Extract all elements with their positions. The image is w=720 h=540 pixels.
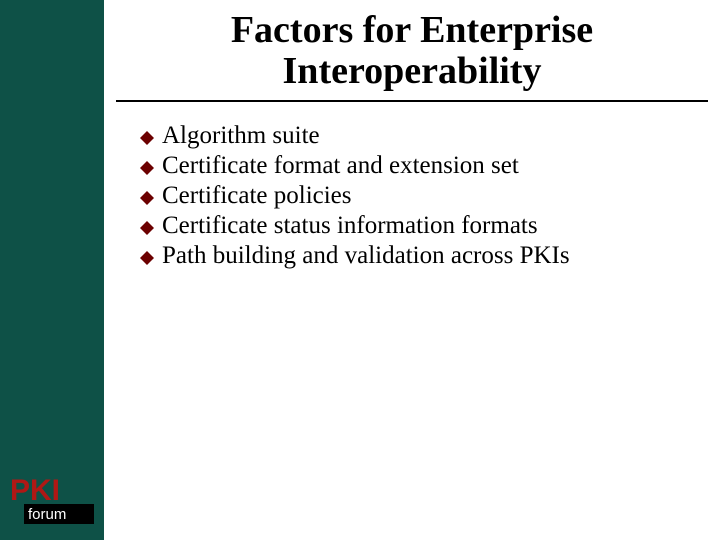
list-item: Algorithm suite <box>140 122 720 150</box>
list-item: Path building and validation across PKIs <box>140 242 720 270</box>
diamond-bullet-icon <box>140 131 154 150</box>
title-line-2: Interoperability <box>283 50 542 92</box>
diamond-bullet-icon <box>140 191 154 210</box>
diamond-bullet-icon <box>140 221 154 240</box>
title-underline <box>116 100 708 102</box>
list-item: Certificate format and extension set <box>140 152 720 180</box>
title-line-1: Factors for Enterprise <box>231 9 593 51</box>
svg-text:PKI: PKI <box>10 474 60 507</box>
bullet-text: Certificate format and extension set <box>162 152 519 180</box>
bullet-text: Certificate policies <box>162 182 352 210</box>
diamond-bullet-icon <box>140 161 154 180</box>
bullet-list: Algorithm suite Certificate format and e… <box>140 122 720 270</box>
svg-text:forum: forum <box>28 506 66 523</box>
slide-content: Factors for Enterprise Interoperability … <box>104 0 720 540</box>
slide-title: Factors for Enterprise Interoperability <box>104 0 720 92</box>
pki-forum-logo: PKI forum <box>10 470 96 526</box>
diamond-bullet-icon <box>140 251 154 270</box>
bullet-text: Algorithm suite <box>162 122 320 150</box>
list-item: Certificate status information formats <box>140 212 720 240</box>
bullet-text: Certificate status information formats <box>162 212 538 240</box>
bullet-text: Path building and validation across PKIs <box>162 242 570 270</box>
list-item: Certificate policies <box>140 182 720 210</box>
sidebar-accent <box>0 0 104 540</box>
